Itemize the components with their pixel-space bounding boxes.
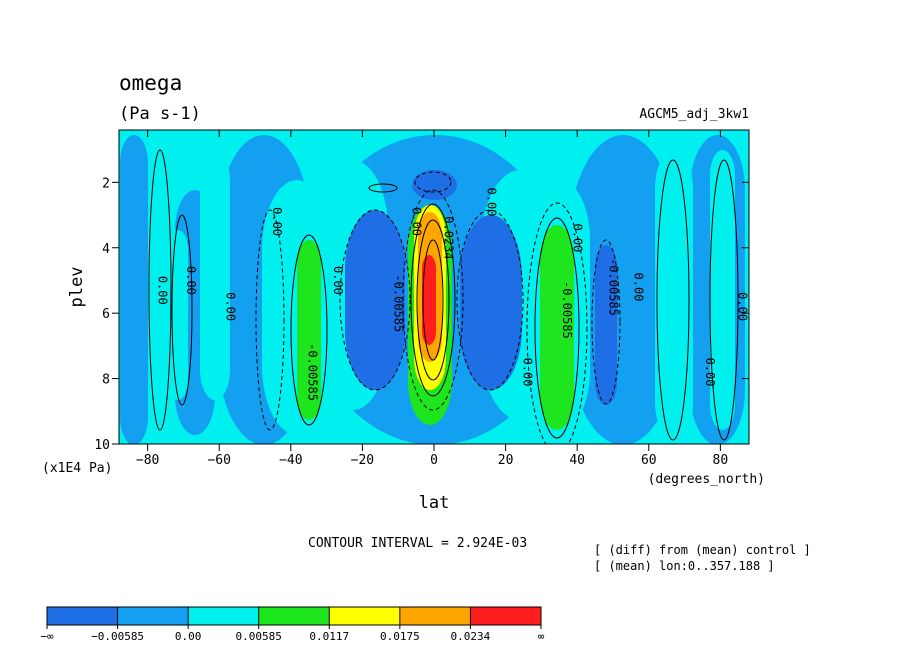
contour-label: 0.00 [571,223,585,252]
contour-label: -0.00585 [306,343,320,401]
contour-line [422,239,444,361]
colorbar-tick-label: −0.00585 [91,630,144,643]
contour-fills [120,135,745,444]
fill-dark-blue [412,170,457,200]
contour-label: 0.00 [703,358,717,387]
contour-line [526,202,588,444]
x-tick-label: 60 [641,453,657,468]
y-tick-label: 6 [102,307,110,322]
y-tick-label: 8 [102,373,110,388]
contour-lines [148,149,739,444]
x-tick-label: −40 [279,453,302,468]
contour-line [456,209,524,391]
contour-label: 0.00 [184,266,198,295]
x-axis-units: (degrees_north) [648,472,765,487]
contour-label: -0.00585 [560,281,574,339]
y-tick-label: 2 [102,176,110,191]
fill-dark-blue [460,215,522,390]
fill-dark-blue [595,245,617,405]
y-axis-units: (x1E4 Pa) [42,461,112,476]
contour-line [402,189,464,411]
x-axis-label: lat [419,493,450,513]
contour-line [656,159,690,441]
colorbar-tick-label: ∞ [538,630,545,643]
x-tick-label: 40 [569,453,585,468]
fill-cyan [150,150,172,430]
fill-cyan [655,150,693,440]
contour-label: 0.00 [735,292,749,321]
y-tick-label: 4 [102,242,110,257]
contour-line [255,209,285,431]
contour-label: 0.00 [270,207,284,236]
contour-interval-text: CONTOUR INTERVAL = 2.924E-03 [308,536,527,551]
colorbar: −∞ −0.00585 0.00 0.00585 0.0117 0.0175 0.0234 ∞ [40,606,545,643]
colorbar-swatch [117,607,189,625]
fill-red [422,255,436,345]
fill-cyan [710,150,735,430]
chart-title: omega [119,71,182,95]
contour-label: 0.00 [410,207,424,236]
contour-label: 0.00 [520,358,534,387]
fill-mid-blue [120,135,148,444]
contour-label: 0.00 [485,188,499,217]
note-mean-lon: [ (mean) lon:0..357.188 ] [594,559,775,573]
colorbar-swatch [470,607,541,625]
colorbar-swatch [188,607,259,625]
x-tick-label: 80 [713,453,729,468]
x-axis: −80 −60 −40 −20 0 20 40 60 80 [136,130,728,468]
chart-units: (Pa s-1) [119,104,201,124]
colorbar-tick-label: −∞ [40,630,54,643]
contour-label: 0.00 [223,292,237,321]
contour-labels: 0.00 0.00 0.00 0.00 -0.00585 0.00 -0.00585 0.00… [155,188,749,401]
contour-label: 0.0234 [442,216,456,259]
contour-label: -0.00585 [606,258,620,316]
contour-line [339,209,411,391]
x-tick-label: −60 [207,453,230,468]
contour-line [534,217,580,439]
y-axis-label: plev [67,267,87,308]
plot-area: 0.00 0.00 0.00 0.00 -0.00585 0.00 -0.00585 0.00… [118,129,750,445]
experiment-label: AGCM5_adj_3kw1 [639,107,749,122]
contour-line [410,203,456,397]
contour-line [591,239,621,405]
contour-label: 0.00 [331,266,345,295]
colorbar-swatch [329,607,400,625]
x-tick-label: −20 [351,453,374,468]
note-diff-from-mean: [ (diff) from (mean) control ] [594,543,811,557]
colorbar-swatch [399,607,471,625]
colorbar-tick-label: 0.00 [175,630,202,643]
colorbar-tick-label: 0.0175 [380,630,420,643]
contour-line [709,159,739,441]
contour-line [368,183,398,193]
y-axis: 2 4 6 8 10 [94,176,749,453]
fill-green [297,240,321,420]
colorbar-tick-label: 0.0234 [451,630,491,643]
x-tick-label: 20 [498,453,514,468]
x-tick-label: −80 [136,453,159,468]
contour-line [290,234,328,426]
fill-cyan [200,150,230,400]
contour-line [148,149,172,431]
colorbar-tick-label: 0.0117 [309,630,349,643]
colorbar-swatch [258,607,330,625]
x-tick-label: 0 [430,453,438,468]
contour-line [416,219,450,381]
contour-label: 0.00 [631,273,645,302]
contour-label: -0.00585 [392,274,406,332]
fill-green [540,225,574,430]
y-tick-label: 10 [94,438,110,453]
colorbar-swatch [47,607,118,625]
colorbar-tick-label: 0.00585 [236,630,282,643]
contour-line [414,171,452,193]
contour-line [171,214,193,406]
contour-label: 0.00 [155,276,169,305]
fill-dark-blue [345,210,405,390]
